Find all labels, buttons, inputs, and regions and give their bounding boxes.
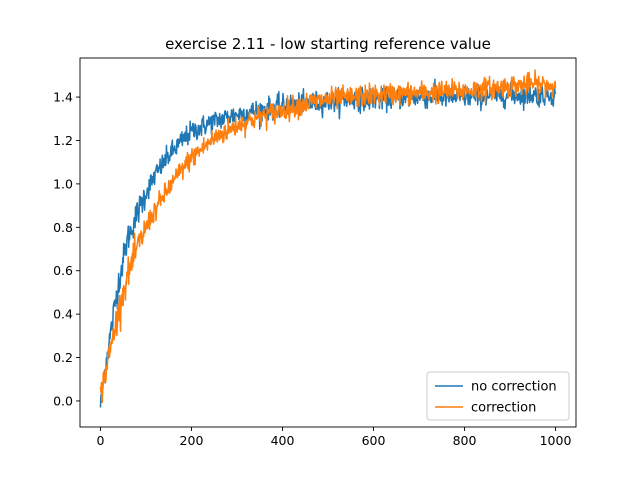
x-tick-label: 0	[97, 433, 105, 448]
y-tick-label: 0.6	[53, 263, 73, 278]
y-tick-label: 0.4	[53, 307, 73, 322]
x-tick-label: 800	[453, 433, 477, 448]
plot-frame	[79, 57, 577, 428]
y-tick-label: 1.2	[53, 133, 73, 148]
x-tick-label: 400	[271, 433, 295, 448]
x-axis: 0 200 400 600 800 1000	[97, 427, 572, 448]
y-tick-label: 0.8	[53, 220, 73, 235]
series-layer	[99, 69, 557, 408]
x-tick-label: 1000	[540, 433, 572, 448]
legend: no correction correction	[426, 371, 570, 421]
y-tick-label: 0.2	[53, 350, 73, 365]
legend-label: correction	[471, 401, 536, 416]
y-axis: 0.0 0.2 0.4 0.6 0.8 1.0 1.2 1.4	[53, 90, 80, 408]
y-tick-label: 0.0	[53, 393, 73, 408]
y-tick-label: 1.4	[53, 90, 73, 105]
series-line-no-correction	[99, 78, 557, 408]
legend-label: no correction	[471, 380, 557, 395]
series-line-correction	[99, 69, 557, 404]
x-tick-label: 600	[362, 433, 386, 448]
chart-title: exercise 2.11 - low starting reference v…	[165, 35, 491, 53]
y-tick-label: 1.0	[53, 176, 73, 191]
x-tick-label: 200	[180, 433, 204, 448]
legend-box	[426, 371, 570, 421]
